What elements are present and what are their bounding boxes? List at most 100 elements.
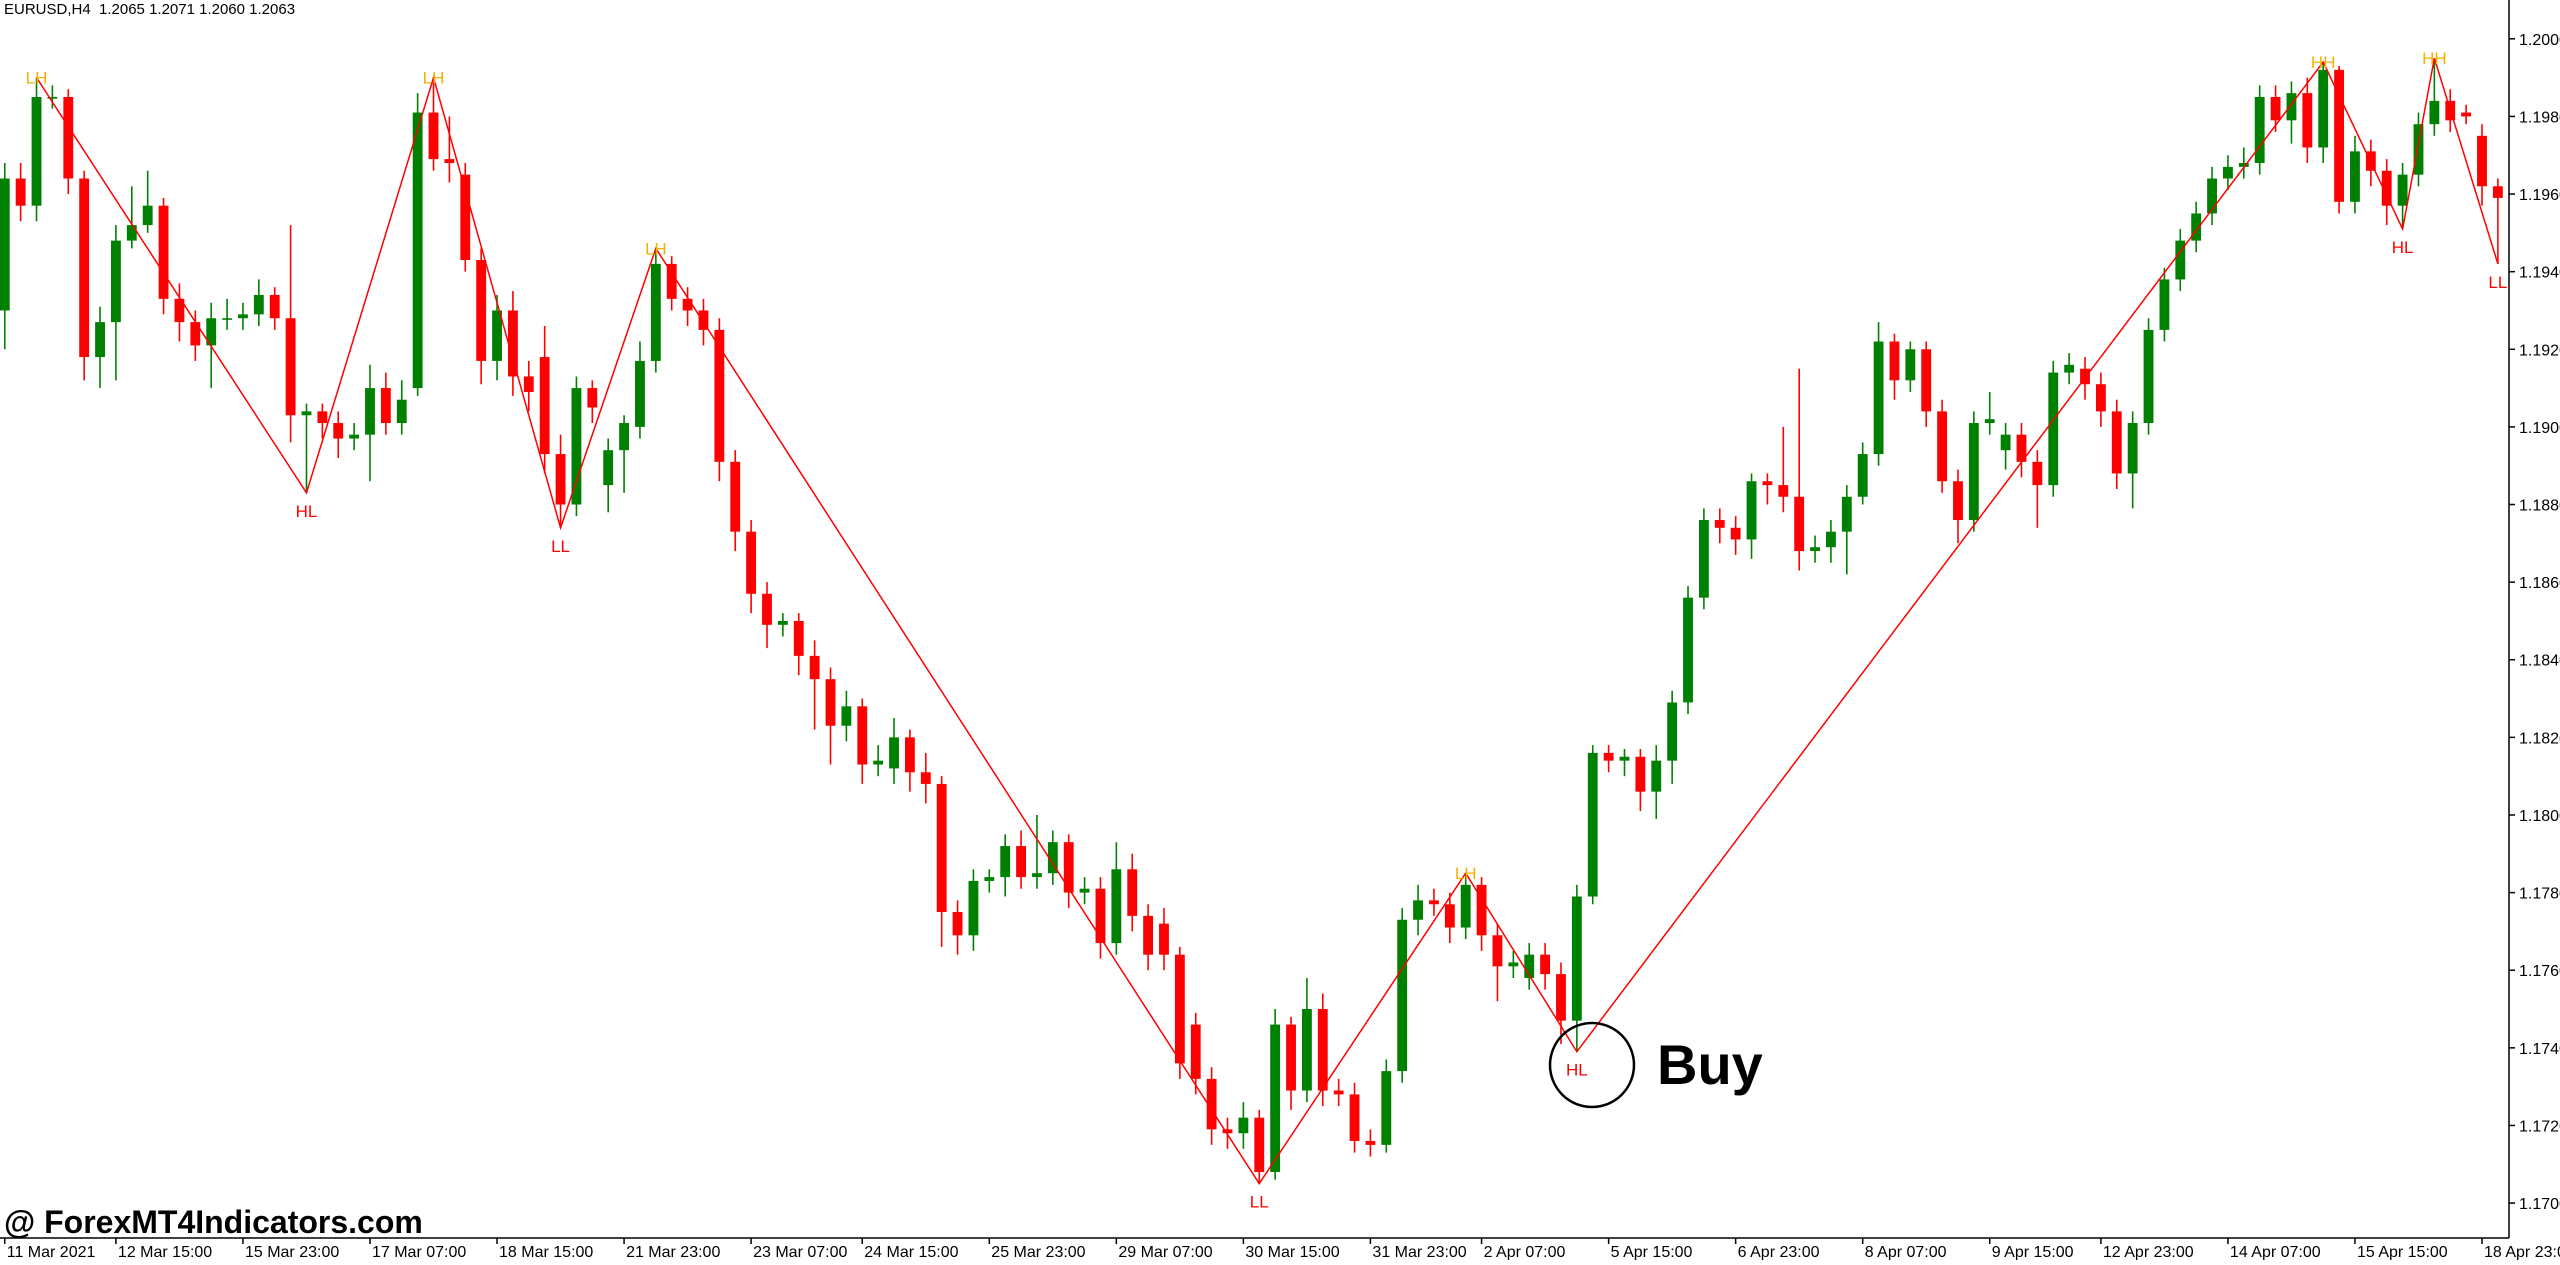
candle-body — [682, 298, 693, 311]
candle-body — [523, 376, 534, 392]
y-tick-label: 1.1920 — [2519, 342, 2560, 359]
candle-body — [1222, 1129, 1233, 1134]
candle-body — [936, 783, 947, 913]
candle-body — [920, 772, 931, 784]
candle-body — [698, 310, 709, 330]
candle-body — [555, 454, 566, 505]
candle-body — [2286, 93, 2297, 121]
candle-body — [1746, 481, 1757, 540]
candle-body — [1206, 1078, 1217, 1130]
buy-circle — [1548, 1021, 1636, 1109]
candle-body — [809, 655, 820, 680]
candle-body — [79, 178, 90, 358]
candle-body — [539, 357, 550, 455]
candle-body — [666, 263, 677, 299]
candle-body — [206, 318, 217, 346]
candle-body — [1286, 1024, 1296, 1091]
candle-body — [2080, 368, 2090, 385]
candle-body — [349, 434, 360, 439]
x-tick-label: 30 Mar 15:00 — [1245, 1244, 1339, 1260]
y-tick-label: 1.1860 — [2519, 575, 2560, 592]
x-tick-label: 12 Apr 23:00 — [2103, 1244, 2194, 1260]
candle-body — [1698, 520, 1709, 598]
y-tick-label: 1.1940 — [2519, 265, 2560, 282]
zigzag-label: LL — [2488, 273, 2507, 292]
candle-body — [2381, 170, 2392, 206]
candle-body — [1571, 896, 1582, 1021]
zigzag-label: LH — [423, 69, 445, 88]
candle-body — [1159, 923, 1169, 955]
candle-body — [968, 880, 979, 936]
candle-body — [253, 294, 264, 315]
candle-body — [777, 620, 788, 625]
y-tick-label: 1.1720 — [2519, 1118, 2560, 1135]
candle-body — [2318, 69, 2329, 148]
candle-body — [1270, 1024, 1281, 1173]
candle-body — [2477, 135, 2487, 187]
y-tick-label: 1.1900 — [2519, 420, 2560, 437]
candle-body — [746, 531, 757, 594]
candle-body — [1349, 1094, 1360, 1141]
candle-body — [984, 877, 995, 881]
candle-body — [857, 706, 868, 765]
candle-body — [1889, 341, 1900, 381]
candle-body — [1127, 869, 1138, 916]
x-tick-label: 29 Mar 07:00 — [1118, 1244, 1212, 1260]
candle-body — [1190, 1024, 1201, 1079]
x-tick-label: 17 Mar 07:00 — [372, 1244, 466, 1260]
candle-body — [714, 329, 725, 462]
x-tick-label: 9 Apr 15:00 — [1992, 1244, 2074, 1260]
candle-body — [1143, 915, 1154, 955]
candle-body — [1651, 760, 1662, 792]
zigzag-label: HL — [296, 502, 318, 521]
watermark: @ ForexMT4Indicators.com — [4, 1204, 423, 1240]
candle-body — [1016, 846, 1026, 878]
x-tick-label: 8 Apr 07:00 — [1865, 1244, 1947, 1260]
candle-body — [2095, 384, 2106, 412]
zigzag-label: LH — [645, 239, 667, 258]
x-tick-label: 12 Mar 15:00 — [118, 1244, 212, 1260]
y-tick-label: 1.1800 — [2519, 808, 2560, 825]
candle-body — [1413, 900, 1423, 920]
y-tick-label: 1.1780 — [2519, 886, 2560, 903]
candle-body — [269, 294, 280, 319]
candle-body — [1968, 423, 1979, 521]
candle-body — [1429, 900, 1439, 905]
candle-body — [333, 423, 344, 439]
candle-body — [174, 298, 185, 323]
candle-body — [1953, 481, 1963, 521]
candle-body — [476, 260, 487, 361]
candle-body — [1556, 974, 1566, 1021]
candle-body — [1714, 520, 1725, 528]
candle-body — [444, 159, 455, 163]
candle-body — [1762, 481, 1773, 486]
x-tick-label: 14 Apr 07:00 — [2230, 1244, 2321, 1260]
candle-body — [142, 205, 153, 226]
candle-body — [1794, 496, 1805, 552]
candle-body — [2207, 178, 2217, 214]
candle-body — [1047, 842, 1058, 874]
candle-body — [2302, 93, 2313, 148]
candle-body — [1365, 1140, 1376, 1145]
candle-body — [2413, 124, 2424, 175]
candle-body — [603, 450, 614, 486]
candle-body — [1444, 904, 1455, 928]
candle-body — [904, 737, 915, 773]
candle-body — [730, 461, 741, 532]
candle-body — [2016, 434, 2027, 462]
candle-body — [793, 620, 804, 656]
y-tick-label: 1.1760 — [2519, 963, 2560, 980]
candle-body — [2000, 434, 2011, 451]
candle-body — [190, 322, 201, 346]
candle-body — [952, 912, 963, 936]
candle-body — [1857, 454, 1868, 497]
candle-body — [380, 388, 391, 424]
candle-body — [1032, 873, 1042, 878]
candle-body — [317, 411, 328, 424]
y-tick-label: 1.1700 — [2519, 1196, 2560, 1213]
x-tick-label: 18 Apr 23:00 — [2484, 1244, 2560, 1260]
zigzag-label: LH — [1455, 864, 1477, 883]
candle-body — [1397, 919, 1408, 1072]
